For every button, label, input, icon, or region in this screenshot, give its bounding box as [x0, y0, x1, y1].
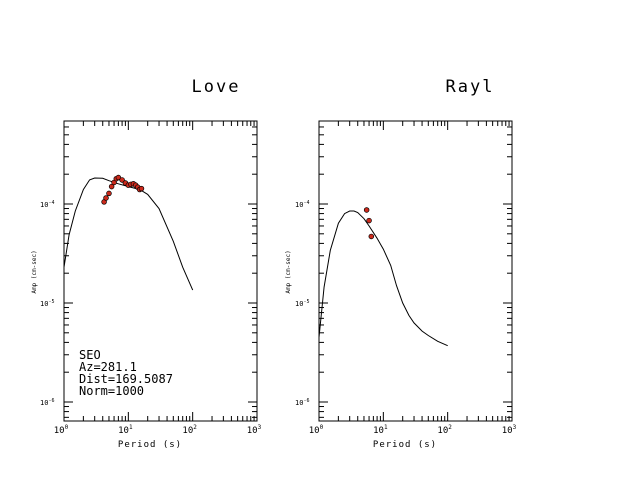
azimuth-label: Az=281.1 — [79, 360, 137, 374]
rayl-xlabel: Period (s) — [373, 440, 437, 450]
x-tick-label: 103 — [247, 424, 262, 436]
x-tick-label: 100 — [309, 424, 324, 436]
data-point — [368, 233, 375, 240]
love-frame — [63, 120, 258, 422]
y-tick-label: 10-6 — [40, 398, 54, 407]
rayl-ticks — [318, 121, 513, 421]
love-tick-labels: 100 101 102 103 10-4 10-5 10-6 — [40, 200, 262, 436]
love-title: Love — [192, 77, 241, 97]
data-point — [138, 185, 145, 192]
data-point — [103, 195, 109, 201]
love-data — [63, 174, 194, 291]
rayl-data — [318, 207, 448, 347]
x-tick-label: 102 — [182, 424, 197, 436]
x-tick-label: 103 — [502, 424, 517, 436]
love-panel: Love 100 101 102 103 10-4 10-5 10-6 Amp (cm-se… — [31, 77, 262, 450]
model-curve — [63, 177, 194, 291]
data-point — [119, 177, 125, 183]
love-ticks — [63, 121, 258, 421]
y-tick-label: 10-5 — [40, 299, 54, 308]
station-label: SEO — [79, 348, 101, 362]
y-tick-label: 10-5 — [295, 299, 309, 308]
rayl-tick-labels: 100 101 102 103 10-4 10-5 10-6 — [295, 200, 517, 436]
love-xlabel: Period (s) — [118, 440, 182, 450]
model-curve — [318, 210, 448, 347]
rayl-frame — [318, 120, 513, 422]
distance-label: Dist=169.5087 — [79, 372, 173, 386]
x-tick-label: 101 — [118, 424, 133, 436]
norm-label: Norm=1000 — [79, 384, 144, 398]
data-point — [366, 217, 372, 224]
rayl-ylabel: Amp (cm-sec) — [285, 250, 292, 293]
y-tick-label: 10-6 — [295, 398, 309, 407]
x-tick-label: 101 — [373, 424, 388, 436]
love-annotations: SEO Az=281.1 Dist=169.5087 Norm=1000 — [79, 348, 173, 398]
x-tick-label: 100 — [54, 424, 69, 436]
data-point — [106, 190, 112, 197]
data-point — [108, 183, 115, 190]
data-point — [363, 207, 370, 213]
y-tick-label: 10-4 — [40, 200, 54, 209]
y-tick-label: 10-4 — [295, 200, 309, 209]
x-tick-label: 102 — [437, 424, 452, 436]
rayl-title: Rayl — [446, 77, 495, 97]
rayl-panel: Rayl 100 101 102 103 10-4 10-5 10-6 Amp (cm-se… — [285, 77, 517, 450]
love-ylabel: Amp (cm-sec) — [31, 250, 38, 293]
